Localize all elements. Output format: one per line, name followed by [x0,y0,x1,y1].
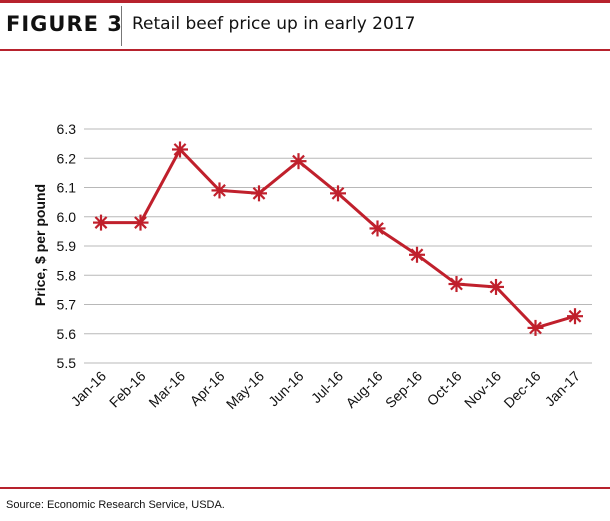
data-point-marker [448,276,465,293]
x-tick-label: Dec-16 [500,368,543,411]
data-point-marker [330,185,346,202]
source-note: Source: Economic Research Service, USDA. [6,499,225,511]
y-tick-label: 6.2 [57,150,77,166]
header-rule [0,49,610,51]
line-chart: 5.5 5.6 5.7 5.8 5.9 6.0 6.1 6.2 6.3 Jan-16Feb-16… [32,121,592,412]
y-tick-label: 5.6 [57,326,77,342]
figure-title: Retail beef price up in early 2017 [132,14,416,34]
grid-lines [84,128,592,364]
x-tick-label: Jan-17 [542,368,584,410]
x-tick-label: Jan-16 [68,368,110,410]
x-tick-label: Sep-16 [382,368,425,411]
y-tick-label: 6.3 [57,121,77,137]
series-line [101,147,576,330]
data-point-marker [172,141,188,158]
figure-label: FIGURE 3 [6,12,123,36]
y-tick-label: 5.8 [57,267,77,283]
y-tick-label: 5.7 [57,297,77,313]
x-tick-label: Oct-16 [424,368,465,409]
y-tick-label: 5.5 [57,355,77,371]
y-tick-label: 5.9 [57,238,77,254]
y-axis-label: Price, $ per pound [32,184,48,306]
x-tick-label: Mar-16 [145,368,188,411]
data-point-marker [488,278,504,295]
data-point-marker [251,185,267,202]
data-point-marker [567,308,583,325]
x-tick-label: Aug-16 [342,368,385,411]
y-tick-labels: 5.5 5.6 5.7 5.8 5.9 6.0 6.1 6.2 6.3 [57,121,77,371]
data-point-marker [290,153,307,170]
header-top-rule [0,0,610,3]
series-layer [93,141,583,336]
x-tick-label: Apr-16 [187,368,228,409]
y-tick-label: 6.1 [57,180,77,196]
header-divider [121,6,122,46]
x-tick-label: Feb-16 [106,368,149,411]
data-point-marker [132,214,149,231]
x-tick-label: Nov-16 [461,368,504,411]
data-point-marker [93,214,109,231]
y-tick-label: 6.0 [57,209,77,225]
data-point-marker [211,182,228,199]
data-point-marker [527,319,544,336]
footer-rule [0,487,610,489]
x-tick-label: Jun-16 [265,368,307,410]
x-tick-label: Jul-16 [308,368,346,406]
x-tick-label: May-16 [223,368,267,412]
data-point-marker [409,246,425,263]
data-point-marker [369,220,386,237]
